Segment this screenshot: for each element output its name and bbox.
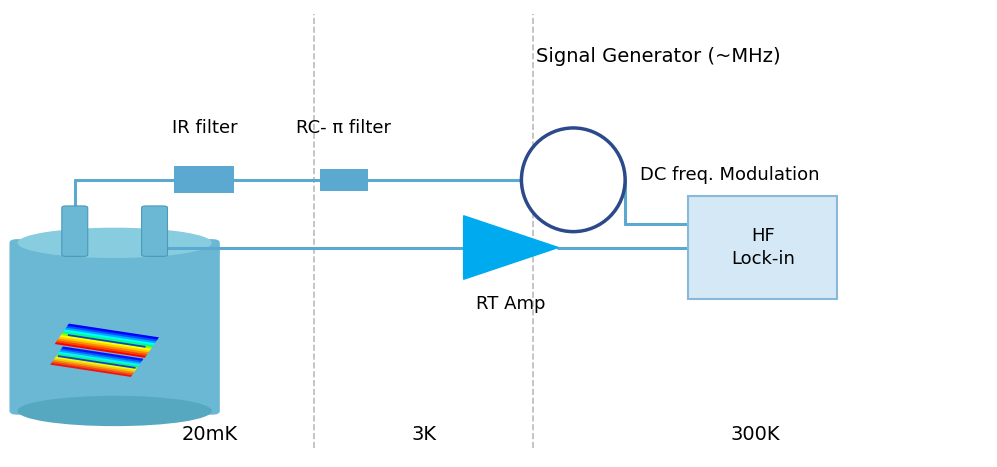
Text: 20mK: 20mK	[181, 425, 237, 444]
Polygon shape	[59, 350, 142, 364]
Ellipse shape	[521, 128, 625, 232]
FancyBboxPatch shape	[62, 206, 88, 256]
Text: HF
Lock-in: HF Lock-in	[731, 226, 795, 269]
Polygon shape	[56, 354, 138, 369]
Polygon shape	[55, 356, 137, 370]
Polygon shape	[53, 360, 135, 374]
Text: RT Amp: RT Amp	[477, 295, 545, 312]
Text: DC freq. Modulation: DC freq. Modulation	[640, 166, 820, 184]
FancyBboxPatch shape	[142, 206, 167, 256]
Polygon shape	[54, 358, 136, 372]
Polygon shape	[61, 348, 143, 362]
Polygon shape	[56, 340, 148, 356]
Text: IR filter: IR filter	[171, 120, 237, 137]
FancyBboxPatch shape	[688, 196, 837, 299]
FancyBboxPatch shape	[10, 239, 220, 415]
Polygon shape	[58, 351, 141, 366]
Polygon shape	[62, 347, 144, 361]
Polygon shape	[65, 327, 157, 343]
Text: RC- π filter: RC- π filter	[296, 120, 392, 137]
Polygon shape	[66, 325, 158, 341]
Polygon shape	[50, 362, 133, 377]
Polygon shape	[57, 338, 149, 354]
Polygon shape	[52, 361, 134, 375]
Polygon shape	[61, 333, 153, 349]
Text: 300K: 300K	[731, 425, 780, 444]
Polygon shape	[64, 329, 156, 345]
Polygon shape	[55, 342, 147, 358]
Polygon shape	[62, 331, 154, 347]
FancyBboxPatch shape	[174, 166, 234, 193]
Text: Signal Generator (~MHz): Signal Generator (~MHz)	[535, 47, 781, 65]
Polygon shape	[57, 353, 139, 367]
Polygon shape	[68, 324, 159, 340]
FancyBboxPatch shape	[320, 169, 368, 191]
Polygon shape	[60, 334, 152, 351]
Polygon shape	[464, 216, 558, 279]
Polygon shape	[59, 336, 151, 352]
Ellipse shape	[18, 396, 211, 426]
Text: 3K: 3K	[411, 425, 437, 444]
Ellipse shape	[18, 227, 211, 258]
